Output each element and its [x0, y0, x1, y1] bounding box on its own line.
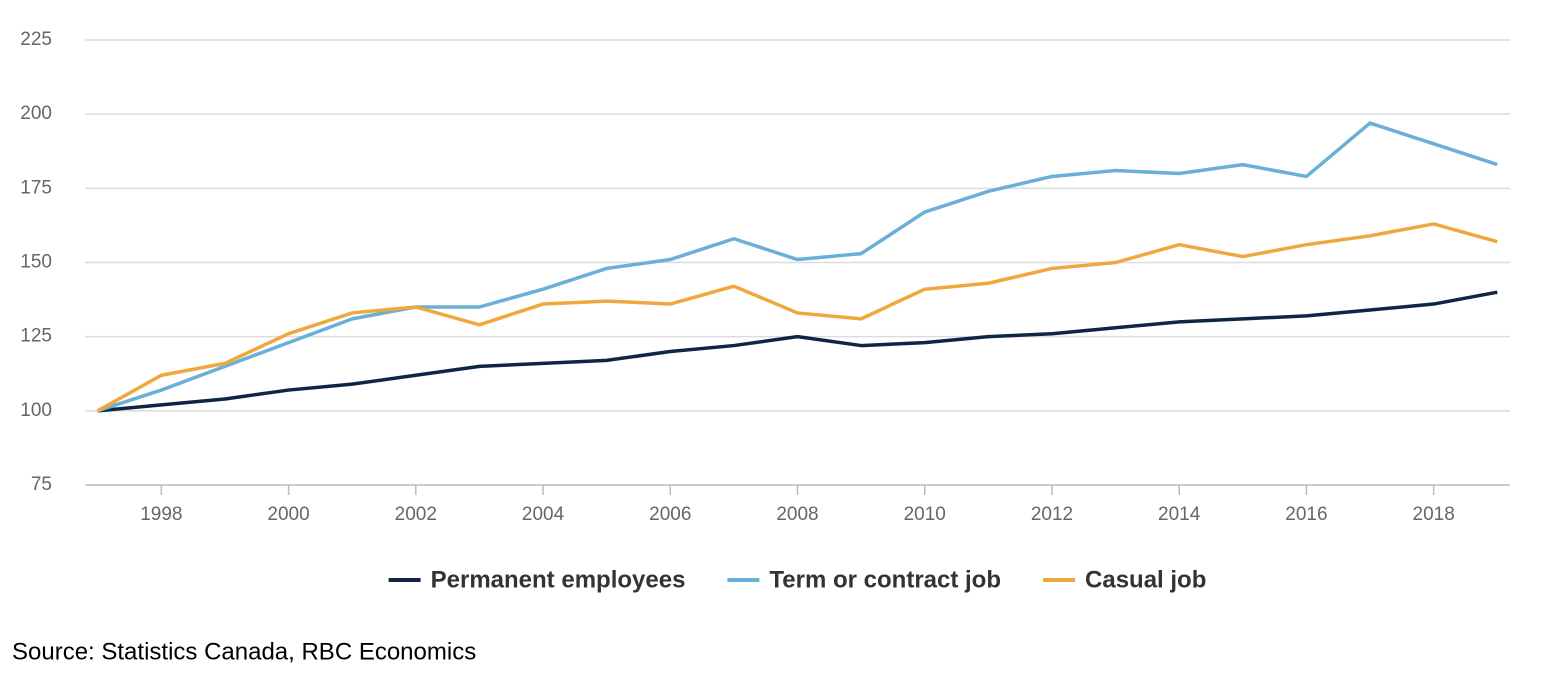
x-tick-label: 2004 [522, 504, 565, 525]
x-tick-label: 2008 [776, 504, 818, 525]
series-line [97, 290, 1498, 413]
y-tick-label: 225 [20, 29, 52, 50]
y-tick-label: 75 [31, 474, 52, 495]
y-tick-label: 150 [20, 252, 52, 273]
legend-label: Term or contract job [769, 566, 1001, 593]
x-tick-label: 2012 [1031, 504, 1073, 525]
source: Source: Statistics Canada, RBC Economics [12, 638, 476, 665]
legend: Permanent employees Term or contract job C… [388, 566, 1206, 593]
x-tick-label: 2014 [1158, 504, 1201, 525]
x-tick-label: 2006 [649, 504, 691, 525]
legend-label: Permanent employees [431, 566, 686, 593]
y-tick-label: 175 [20, 177, 52, 198]
y-tick-label: 125 [20, 326, 52, 347]
x-tick-label: 2002 [395, 504, 437, 525]
y-tick-label: 200 [20, 103, 52, 124]
x-tick-label: 2000 [267, 504, 309, 525]
legend-label: Casual job [1085, 566, 1206, 593]
x-tick-label: 2010 [904, 504, 946, 525]
x-tick-label: 2018 [1413, 504, 1455, 525]
series-line [97, 121, 1498, 413]
x-tick-label: 2016 [1285, 504, 1327, 525]
x-tick-label: 1998 [140, 504, 182, 525]
series-line [96, 222, 1498, 413]
y-tick-label: 100 [20, 400, 52, 421]
